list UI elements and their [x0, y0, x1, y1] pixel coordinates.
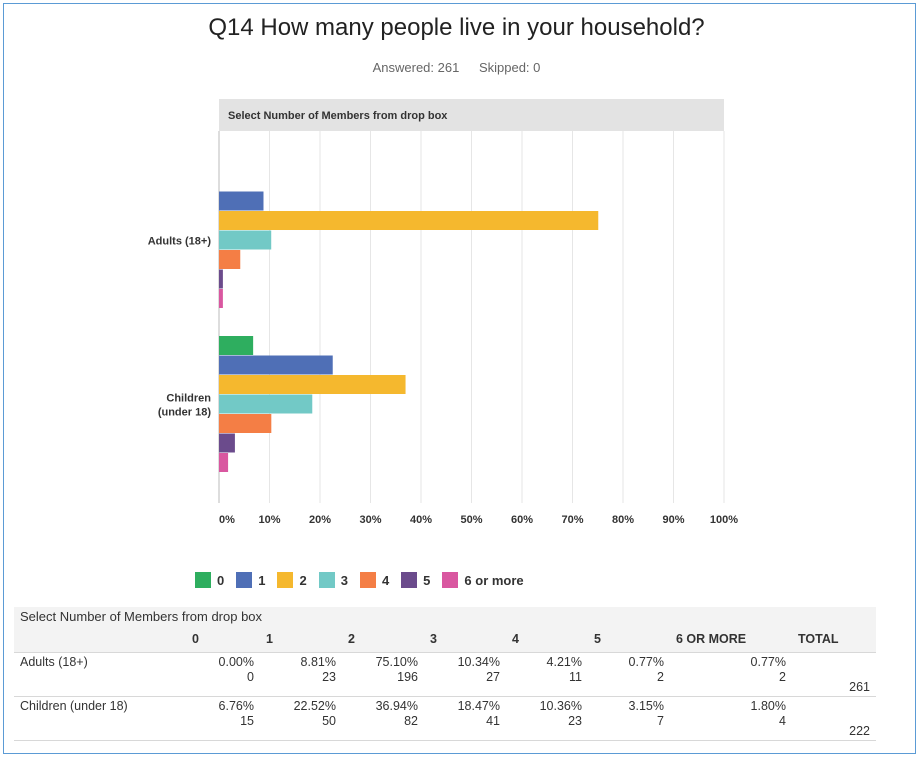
answered-count: Answered: 261	[372, 60, 460, 75]
question-title: Q14 How many people live in your househo…	[208, 14, 705, 41]
row-label-children: Children (under 18)	[20, 699, 128, 713]
x-tick-label: 0%	[219, 514, 235, 526]
bar-children-0	[219, 336, 254, 355]
legend-label: 6 or more	[464, 572, 524, 588]
bar-adults-4	[219, 250, 241, 269]
bar-adults-2	[219, 211, 599, 230]
response-summary: Answered: 261 Skipped: 0	[0, 60, 913, 75]
legend-item: 5	[401, 572, 430, 588]
bar-children-3	[219, 394, 313, 414]
legend-swatch	[359, 572, 376, 588]
x-tick-label: 10%	[258, 514, 280, 526]
legend-item: 2	[277, 572, 307, 588]
x-tick-label: 80%	[612, 514, 634, 526]
x-tick-label: 30%	[359, 514, 381, 526]
legend-item: 1	[236, 572, 265, 588]
bar-adults-6-or-more	[219, 289, 223, 308]
bar-chart: Select Number of Members from drop box 0%…	[148, 99, 738, 526]
bar-adults-5	[219, 269, 223, 289]
x-tick-label: 60%	[511, 514, 533, 526]
table-header-row: 0 1 2 3 4 5 6 OR MORE TOTAL	[14, 626, 876, 653]
header-cell-5: 5	[588, 626, 670, 653]
cell-adults-total: 261	[849, 680, 870, 694]
chart-title: Select Number of Members from drop box	[228, 110, 448, 122]
cell-adults-3: 10.34% 27	[457, 655, 500, 684]
legend-item: 3	[318, 572, 348, 588]
legend-label: 2	[299, 572, 307, 588]
legend-swatch	[318, 572, 335, 588]
skipped-count: Skipped: 0	[478, 60, 541, 75]
legend-item: 6 or more	[442, 572, 524, 588]
cell-children-4: 10.36% 23	[539, 699, 582, 728]
header-cell-1: 1	[260, 626, 342, 653]
x-tick-label: 20%	[309, 514, 331, 526]
legend-label: 0	[217, 572, 225, 588]
bar-children-4	[219, 414, 272, 433]
x-tick-label: 90%	[662, 514, 684, 526]
bar-children-1	[219, 355, 333, 375]
table-caption: Select Number of Members from drop box	[14, 607, 876, 626]
results-table: Select Number of Members from drop box 0…	[14, 607, 876, 741]
cell-adults-6-or-more: 0.77% 2	[750, 655, 786, 684]
cell-children-3: 18.47% 41	[457, 699, 500, 728]
cell-children-0: 6.76% 15	[218, 699, 254, 728]
bar-adults-1	[219, 191, 264, 211]
cell-children-6-or-more: 1.80% 4	[750, 699, 786, 728]
category-label: Children	[166, 392, 211, 404]
legend-label: 4	[381, 572, 390, 588]
legend-item: 4	[359, 572, 390, 588]
legend-swatch	[277, 572, 294, 588]
row-label-adults: Adults (18+)	[20, 655, 88, 669]
x-tick-label: 100%	[710, 514, 738, 526]
header-cell-2: 2	[342, 626, 424, 653]
table-row: Adults (18+) 0.00% 0 8.81% 23 75.10% 196 10…	[14, 653, 876, 697]
x-tick-label: 50%	[460, 514, 482, 526]
table-row: Children (under 18) 6.76% 15 22.52% 50 36.…	[14, 697, 876, 741]
cell-children-5: 3.15% 7	[628, 699, 664, 728]
header-cell-total: TOTAL	[792, 626, 876, 653]
cell-adults-1: 8.81% 23	[300, 655, 336, 684]
category-label: Adults (18+)	[148, 235, 212, 247]
cell-children-1: 22.52% 50	[293, 699, 336, 728]
legend-label: 1	[258, 572, 266, 588]
x-tick-label: 40%	[410, 514, 432, 526]
legend-swatch	[195, 572, 211, 588]
table-caption-row: Select Number of Members from drop box	[14, 607, 876, 626]
chart-header-strip	[219, 99, 724, 131]
legend-label: 3	[340, 572, 348, 588]
header-cell-6-or-more: 6 OR MORE	[670, 626, 792, 653]
legend-swatch	[442, 572, 459, 588]
chart-legend: 0 1 2 3 4 5 6 or more	[195, 570, 536, 590]
cell-adults-2: 75.10% 196	[375, 655, 418, 684]
x-tick-label: 70%	[561, 514, 583, 526]
header-cell-3: 3	[424, 626, 506, 653]
cell-children-2: 36.94% 82	[375, 699, 418, 728]
legend-item: 0	[195, 572, 224, 588]
cell-adults-4: 4.21% 11	[546, 655, 582, 684]
bar-children-2	[219, 375, 406, 394]
header-cell-0: 0	[186, 626, 260, 653]
legend-swatch	[401, 572, 418, 588]
cell-children-total: 222	[849, 724, 870, 738]
legend-label: 5	[423, 572, 431, 588]
bar-children-6-or-more	[219, 453, 229, 472]
cell-adults-5: 0.77% 2	[628, 655, 664, 684]
cell-adults-0: 0.00% 0	[218, 655, 254, 684]
header-cell-4: 4	[506, 626, 588, 653]
bar-adults-3	[219, 230, 272, 250]
header-cell-label	[14, 626, 186, 653]
bar-children-5	[219, 433, 235, 453]
legend-swatch	[236, 572, 253, 588]
category-label: (under 18)	[158, 406, 212, 418]
